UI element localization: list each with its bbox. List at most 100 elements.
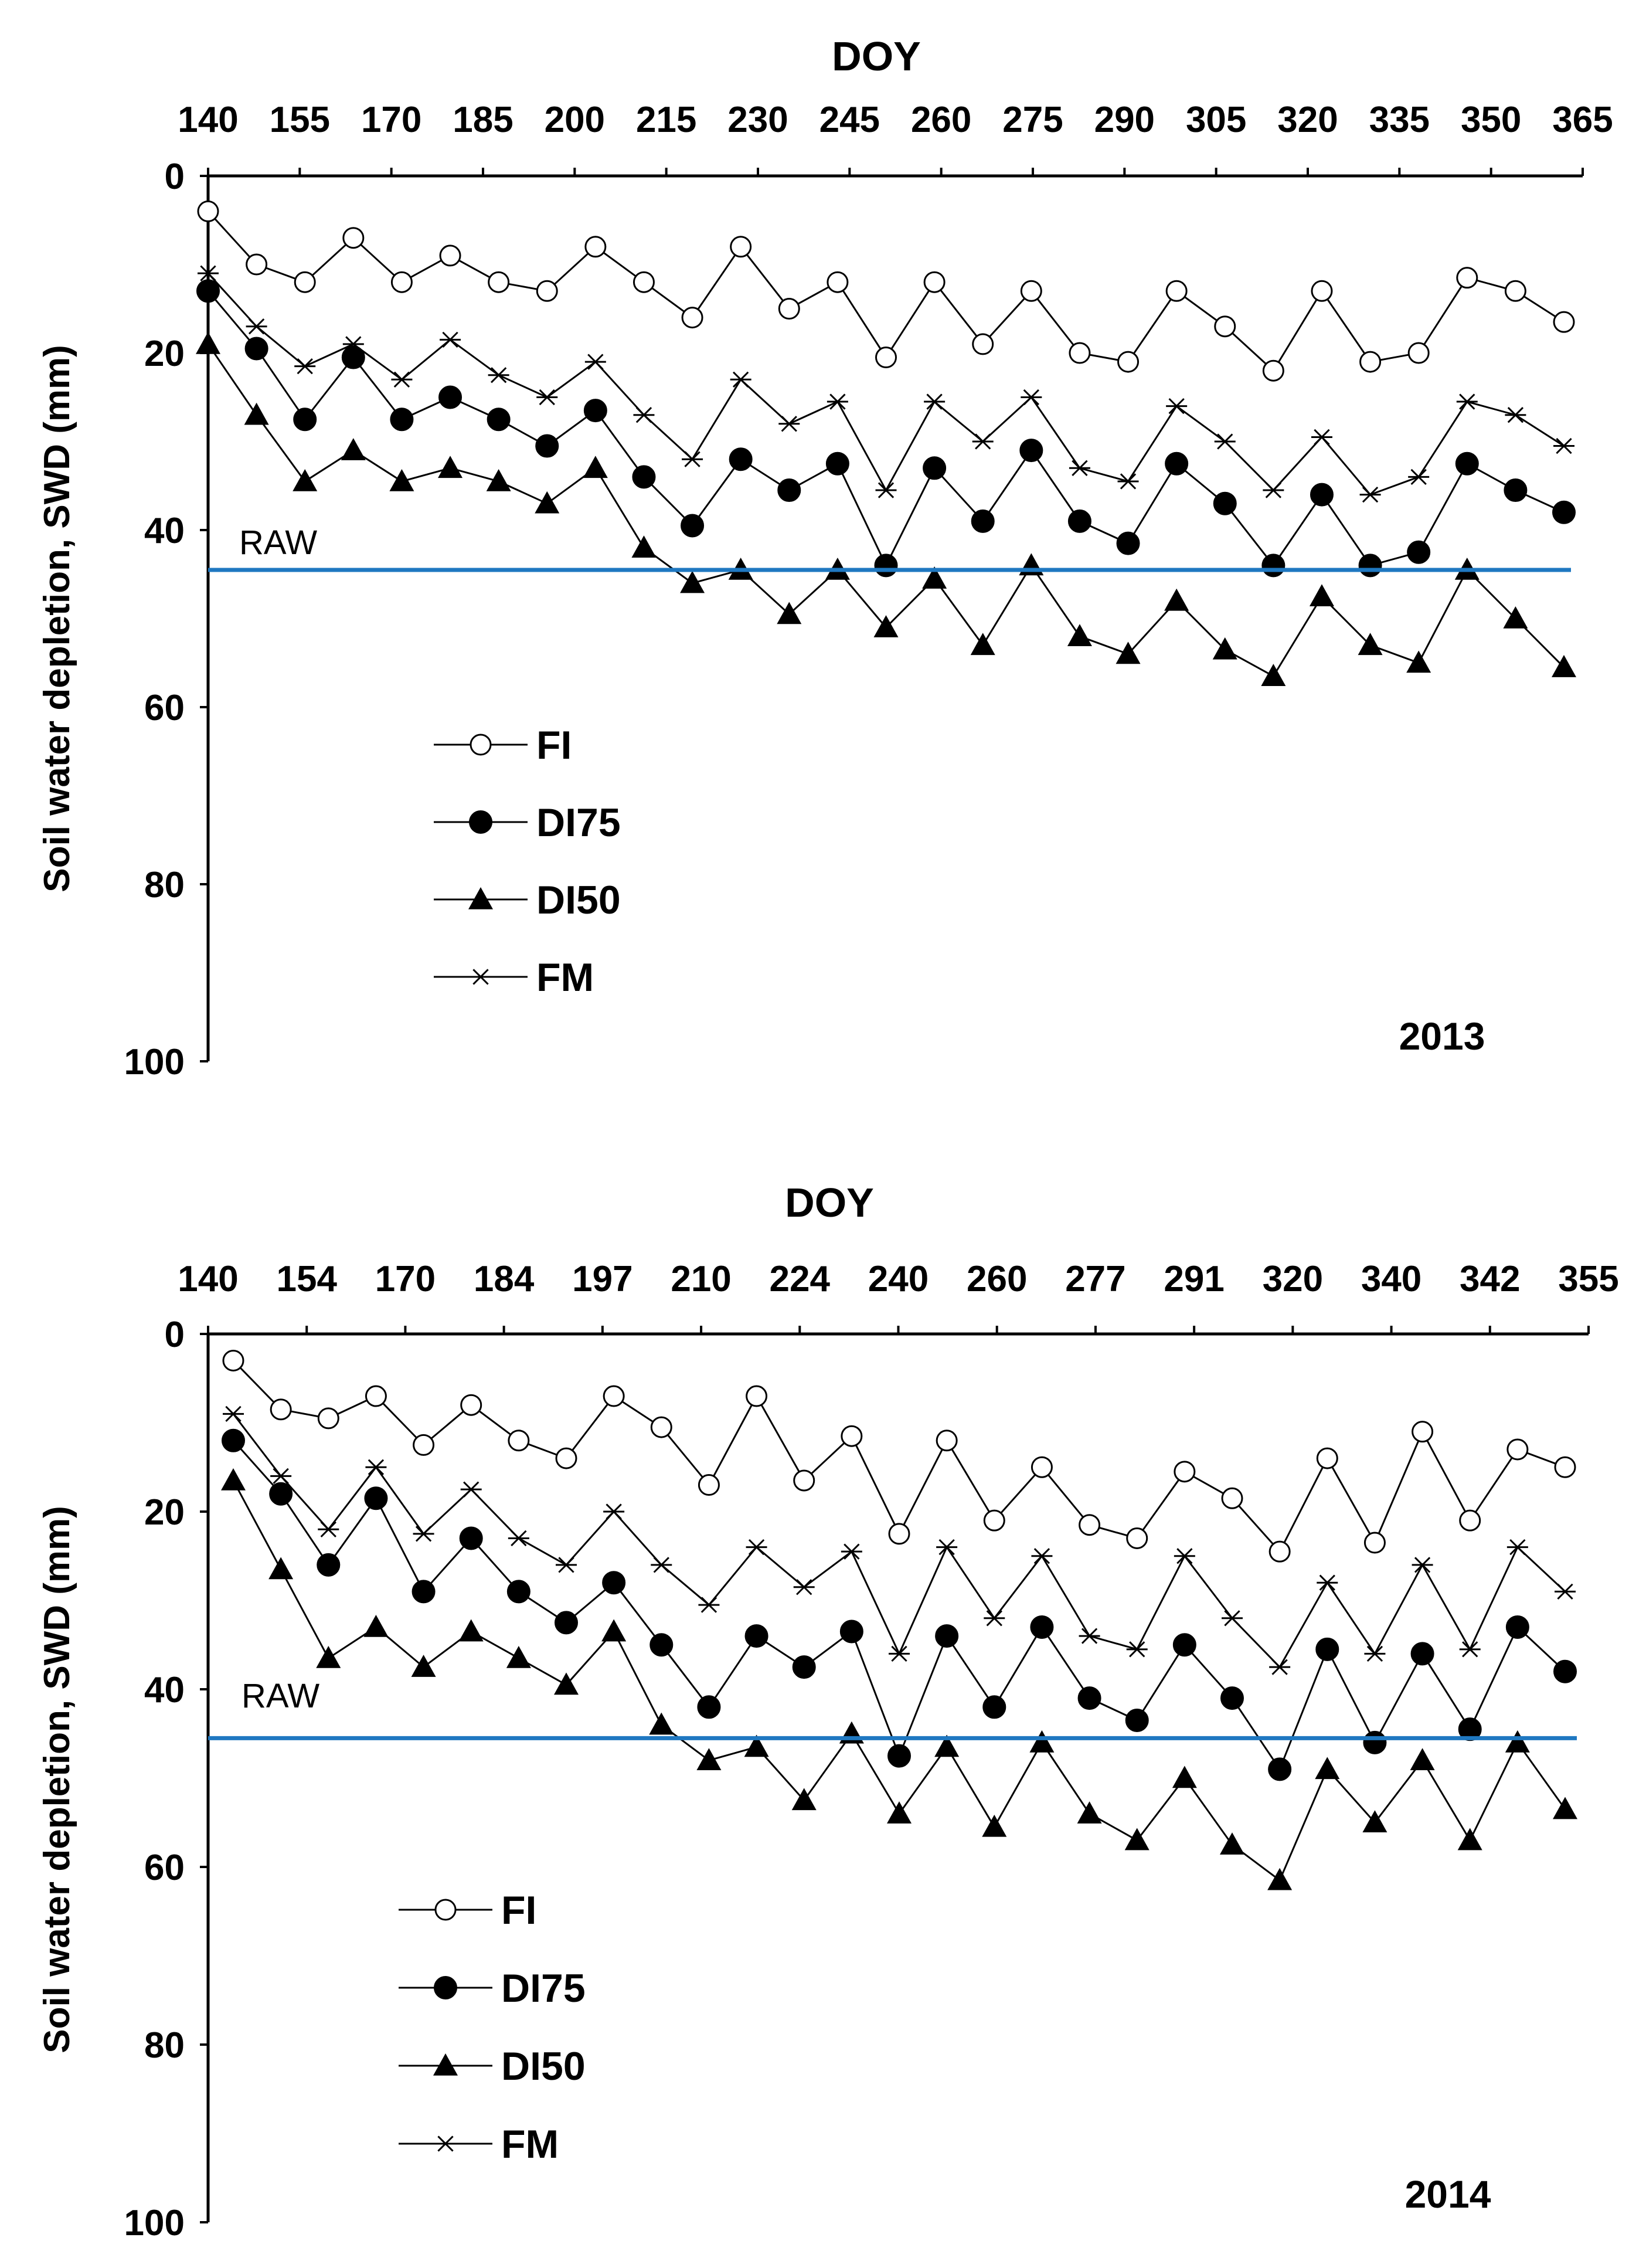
legend-marker xyxy=(469,810,492,834)
data-point xyxy=(1504,280,1526,302)
x-tick-label: 155 xyxy=(270,100,330,140)
data-point xyxy=(1412,1557,1433,1573)
legend-item-fm: FM xyxy=(434,955,594,1000)
y-tick-label: 60 xyxy=(144,688,185,728)
data-point xyxy=(682,451,703,467)
data-point xyxy=(633,407,655,423)
year-label: 2014 xyxy=(1405,2172,1491,2216)
legend-label: DI50 xyxy=(536,878,621,922)
data-point xyxy=(1316,1447,1338,1469)
series-fi xyxy=(197,200,1575,382)
y-tick-label: 40 xyxy=(144,511,185,551)
data-point xyxy=(1358,554,1382,578)
data-point xyxy=(1552,655,1576,677)
data-point xyxy=(602,1571,626,1595)
data-point xyxy=(458,1619,484,1642)
data-point xyxy=(923,271,946,293)
legend-label: FM xyxy=(501,2122,559,2167)
x-tick-label: 260 xyxy=(911,100,971,140)
data-point xyxy=(438,456,463,478)
data-point xyxy=(365,1385,387,1407)
x-axis-title: DOY xyxy=(785,1180,874,1225)
data-point xyxy=(363,1614,389,1637)
data-point xyxy=(983,1509,1005,1532)
data-point xyxy=(923,456,947,480)
data-point xyxy=(246,318,267,335)
data-point xyxy=(1116,531,1140,555)
data-point xyxy=(827,271,849,293)
data-point xyxy=(1553,1659,1577,1683)
y-tick-label: 20 xyxy=(144,1492,185,1533)
data-point xyxy=(244,402,269,425)
data-point xyxy=(1310,483,1334,507)
data-point xyxy=(1116,641,1141,664)
data-point xyxy=(1165,280,1188,302)
series-line xyxy=(232,1360,1566,1553)
data-point xyxy=(825,451,849,476)
data-point xyxy=(680,571,705,593)
legend-item-di75: DI75 xyxy=(434,800,621,845)
data-point xyxy=(487,408,511,432)
data-point xyxy=(1410,1748,1435,1770)
data-point xyxy=(1359,351,1382,373)
data-point xyxy=(584,236,607,258)
y-tick-label: 100 xyxy=(124,2203,185,2243)
data-point xyxy=(488,367,509,383)
series-fm xyxy=(198,265,1574,503)
x-tick-label: 185 xyxy=(453,100,513,140)
data-point xyxy=(631,535,657,558)
data-point xyxy=(413,1526,434,1542)
data-point xyxy=(875,482,897,498)
data-point xyxy=(1311,280,1333,302)
data-point xyxy=(1503,606,1528,629)
data-point xyxy=(508,1430,530,1452)
data-point xyxy=(554,1672,579,1695)
data-point xyxy=(681,307,703,329)
data-point xyxy=(390,271,413,293)
chart-panel-2014: DOY Soil water depletion, SWD (mm) 140 15… xyxy=(37,1180,1619,2243)
data-point xyxy=(391,371,413,388)
y-tick-label: 40 xyxy=(144,1670,185,1710)
data-point xyxy=(874,554,898,578)
data-point xyxy=(792,1655,816,1679)
data-point xyxy=(1267,1868,1293,1890)
data-point xyxy=(1126,1527,1148,1549)
data-point xyxy=(221,1468,246,1491)
data-point xyxy=(268,1557,294,1580)
data-point xyxy=(555,1611,578,1635)
series-layer xyxy=(196,200,1576,686)
data-point xyxy=(1505,1615,1529,1639)
x-tick-label: 245 xyxy=(819,100,880,140)
data-point xyxy=(632,465,656,489)
data-point xyxy=(922,566,947,589)
data-point xyxy=(460,1394,482,1416)
data-point xyxy=(1212,637,1237,660)
series-di75 xyxy=(222,1428,1577,1781)
data-point xyxy=(1069,342,1091,364)
series-fi xyxy=(222,1349,1576,1563)
x-tick-label: 215 xyxy=(636,100,696,140)
axes: 140 155 170 185 200 215 230 245 260 275 290 305 320 3… xyxy=(124,100,1613,1082)
data-point xyxy=(294,271,316,293)
data-point xyxy=(1555,1583,1576,1600)
data-point xyxy=(342,336,364,352)
data-point xyxy=(934,1734,960,1757)
data-point xyxy=(583,456,608,478)
x-tick-label: 184 xyxy=(474,1259,535,1299)
data-point xyxy=(488,271,510,293)
series-di50 xyxy=(196,331,1576,686)
x-tick-label: 170 xyxy=(375,1259,436,1299)
data-point xyxy=(681,514,705,538)
data-point xyxy=(632,271,655,293)
data-point xyxy=(508,1530,529,1547)
data-point xyxy=(317,1407,339,1430)
data-point xyxy=(1506,1438,1529,1461)
data-point xyxy=(1220,1832,1244,1855)
data-point xyxy=(1172,1633,1196,1657)
data-point xyxy=(777,602,802,624)
data-point xyxy=(486,468,511,491)
legend-marker xyxy=(470,969,491,985)
data-point xyxy=(294,358,316,375)
raw-label: RAW xyxy=(242,1677,319,1715)
